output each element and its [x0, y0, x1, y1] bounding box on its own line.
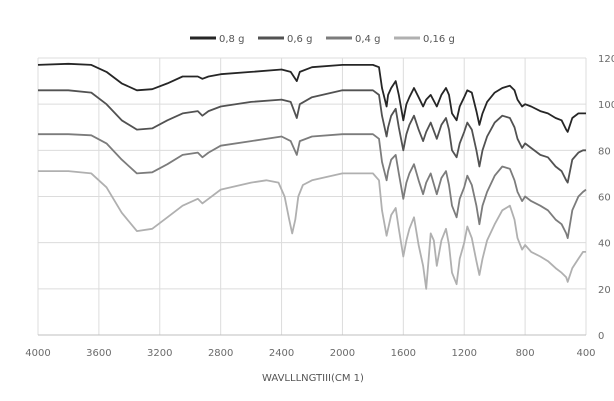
x-tick-label: 3200 — [147, 348, 172, 359]
series-line-3 — [38, 133, 587, 239]
x-tick-label: 3600 — [86, 348, 111, 359]
series-line-4 — [38, 170, 586, 290]
legend-label-2: 0,6 g — [287, 34, 312, 45]
x-tick-label: 800 — [516, 348, 535, 359]
legend-label-3: 0,4 g — [355, 34, 380, 45]
x-axis-ticks: 4000 3600 3200 2800 2400 2000 1600 1200 800 400 — [25, 348, 595, 359]
x-tick-label: 4000 — [25, 348, 50, 359]
y-tick-label: 20 — [598, 285, 611, 296]
legend-label-1: 0,8 g — [219, 34, 244, 45]
x-tick-label: 400 — [576, 348, 595, 359]
legend: 0,8 g 0,6 g 0,4 g 0,16 g — [190, 34, 455, 45]
series-line-1 — [37, 62, 586, 133]
y-tick-label: 40 — [598, 239, 611, 250]
y-tick-label: 80 — [598, 146, 611, 157]
y-tick-label: 100 — [598, 100, 614, 111]
x-axis-label: WAVLLLNGTIII(CM 1) — [262, 373, 364, 384]
series-group — [37, 62, 587, 290]
legend-label-4: 0,16 g — [423, 34, 455, 45]
x-tick-label: 2800 — [208, 348, 233, 359]
y-axis-ticks: 0 20 40 60 80 100 120 — [598, 54, 614, 342]
y-tick-label: 120 — [598, 54, 614, 65]
series-line-2 — [38, 89, 586, 184]
y-tick-label: 60 — [598, 193, 611, 204]
x-tick-label: 1200 — [451, 348, 476, 359]
x-tick-label: 2000 — [330, 348, 355, 359]
x-tick-label: 1600 — [391, 348, 416, 359]
y-tick-label: 0 — [598, 331, 604, 342]
x-tick-label: 2400 — [269, 348, 294, 359]
